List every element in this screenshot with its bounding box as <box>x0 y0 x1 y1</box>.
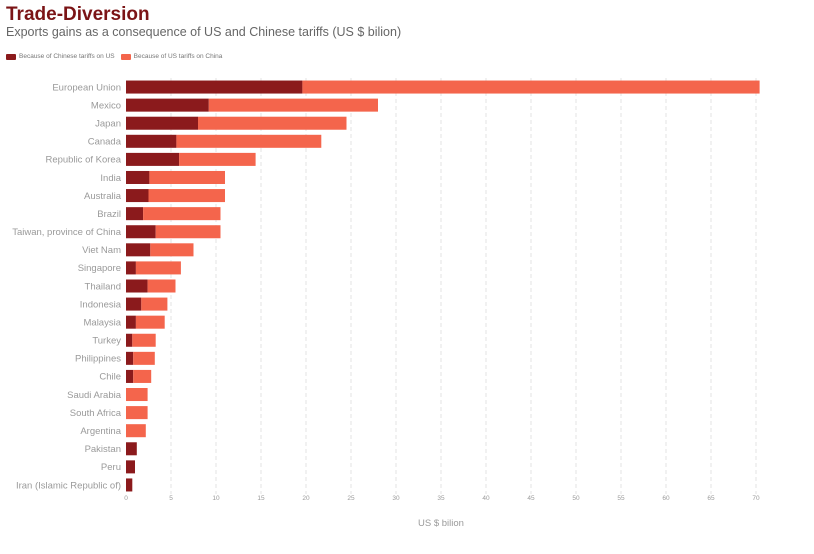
category-label: Peru <box>101 462 121 473</box>
bar-us-tariffs[interactable] <box>198 116 347 130</box>
category-label: Philippines <box>75 354 121 365</box>
bar-chinese-tariffs[interactable] <box>126 243 151 257</box>
legend-item-chinese-tariffs[interactable]: Because of Chinese tariffs on US <box>6 53 115 60</box>
bar-us-tariffs[interactable] <box>126 388 148 402</box>
x-tick-label: 70 <box>752 495 760 502</box>
bar-chinese-tariffs[interactable] <box>126 80 303 94</box>
x-tick-label: 55 <box>617 495 625 502</box>
x-tick-labels: 0 5 10 15 20 25 30 35 40 45 50 55 60 65 70 <box>124 495 760 502</box>
bar-us-tariffs[interactable] <box>150 243 194 257</box>
legend-swatch-chinese-tariffs <box>6 53 16 60</box>
bar-us-tariffs[interactable] <box>126 424 146 438</box>
bar-chinese-tariffs[interactable] <box>126 261 136 275</box>
bar-us-tariffs[interactable] <box>148 189 226 203</box>
bar-us-tariffs[interactable] <box>133 351 155 365</box>
bar-chinese-tariffs[interactable] <box>126 369 134 383</box>
chart-gridlines <box>170 78 757 494</box>
bar-us-tariffs[interactable] <box>176 134 322 148</box>
category-label: Australia <box>84 191 122 202</box>
x-tick-label: 15 <box>257 495 265 502</box>
legend-item-us-tariffs[interactable]: Because of US tariffs on China <box>120 53 223 60</box>
category-label: Brazil <box>97 209 121 220</box>
chart-title: Trade-Diversion <box>6 4 150 25</box>
bar-chinese-tariffs[interactable] <box>126 207 144 221</box>
bar-us-tariffs[interactable] <box>135 261 181 275</box>
x-tick-label: 65 <box>707 495 715 502</box>
bar-chinese-tariffs[interactable] <box>126 478 133 492</box>
bar-chinese-tariffs[interactable] <box>126 116 198 130</box>
bar-us-tariffs[interactable] <box>126 406 148 420</box>
bar-chinese-tariffs[interactable] <box>126 98 209 112</box>
category-label: South Africa <box>70 408 122 419</box>
category-label: Taiwan, province of China <box>12 227 121 238</box>
category-label: Mexico <box>91 100 121 111</box>
legend-swatch-us-tariffs <box>120 53 131 60</box>
bar-us-tariffs[interactable] <box>155 225 221 239</box>
bar-chinese-tariffs[interactable] <box>126 225 156 239</box>
x-tick-label: 20 <box>302 495 310 502</box>
category-label: Indonesia <box>80 299 122 310</box>
category-label: Canada <box>88 137 122 148</box>
x-tick-label: 35 <box>437 495 445 502</box>
bar-chinese-tariffs[interactable] <box>126 315 136 329</box>
x-tick-label: 25 <box>347 495 355 502</box>
category-label: Turkey <box>92 336 121 347</box>
x-tick-label: 40 <box>482 495 490 502</box>
category-label: Thailand <box>85 281 121 292</box>
category-label: Malaysia <box>84 317 122 328</box>
chart-legend: Because of Chinese tariffs on US Because… <box>6 53 228 60</box>
category-label: Republic of Korea <box>45 155 121 166</box>
x-axis-title: US $ bilion <box>418 518 464 529</box>
category-label: Chile <box>99 372 121 383</box>
bar-chinese-tariffs[interactable] <box>126 170 150 184</box>
bar-us-tariffs[interactable] <box>149 170 225 184</box>
category-label: India <box>100 173 121 184</box>
category-label: Pakistan <box>85 444 121 455</box>
category-label: Viet Nam <box>82 245 121 256</box>
bar-us-tariffs[interactable] <box>133 369 152 383</box>
bar-chinese-tariffs[interactable] <box>126 297 142 311</box>
bar-chinese-tariffs[interactable] <box>126 134 177 148</box>
bar-us-tariffs[interactable] <box>132 333 156 347</box>
bar-us-tariffs[interactable] <box>147 279 176 293</box>
bar-us-tariffs[interactable] <box>141 297 168 311</box>
category-label: Argentina <box>80 426 121 437</box>
bar-chinese-tariffs[interactable] <box>126 189 149 203</box>
category-label: Singapore <box>78 263 121 274</box>
bar-chinese-tariffs[interactable] <box>126 333 133 347</box>
bar-us-tariffs[interactable] <box>302 80 760 94</box>
x-tick-label: 10 <box>212 495 220 502</box>
x-tick-label: 45 <box>527 495 535 502</box>
chart-subtitle: Exports gains as a consequence of US and… <box>6 25 402 39</box>
x-tick-label: 30 <box>392 495 400 502</box>
bar-chinese-tariffs[interactable] <box>126 460 135 474</box>
x-tick-label: 50 <box>572 495 580 502</box>
bar-us-tariffs[interactable] <box>208 98 378 112</box>
x-tick-label: 0 <box>124 495 128 502</box>
category-label: Iran (Islamic Republic of) <box>16 480 121 491</box>
chart-bars <box>126 80 760 492</box>
x-tick-label: 60 <box>662 495 670 502</box>
bar-chinese-tariffs[interactable] <box>126 351 134 365</box>
bar-us-tariffs[interactable] <box>143 207 221 221</box>
legend-label-chinese-tariffs: Because of Chinese tariffs on US <box>19 53 115 60</box>
bar-us-tariffs[interactable] <box>179 152 256 166</box>
category-label: Japan <box>95 119 121 130</box>
legend-label-us-tariffs: Because of US tariffs on China <box>133 53 223 60</box>
category-labels: European Union Mexico Japan Canada Republic … <box>12 82 122 491</box>
x-tick-label: 5 <box>169 495 173 502</box>
bar-chinese-tariffs[interactable] <box>126 279 148 293</box>
bar-chinese-tariffs[interactable] <box>126 442 137 456</box>
category-label: European Union <box>52 82 121 93</box>
category-label: Saudi Arabia <box>67 390 122 401</box>
bar-chinese-tariffs[interactable] <box>126 152 180 166</box>
bar-us-tariffs[interactable] <box>135 315 165 329</box>
